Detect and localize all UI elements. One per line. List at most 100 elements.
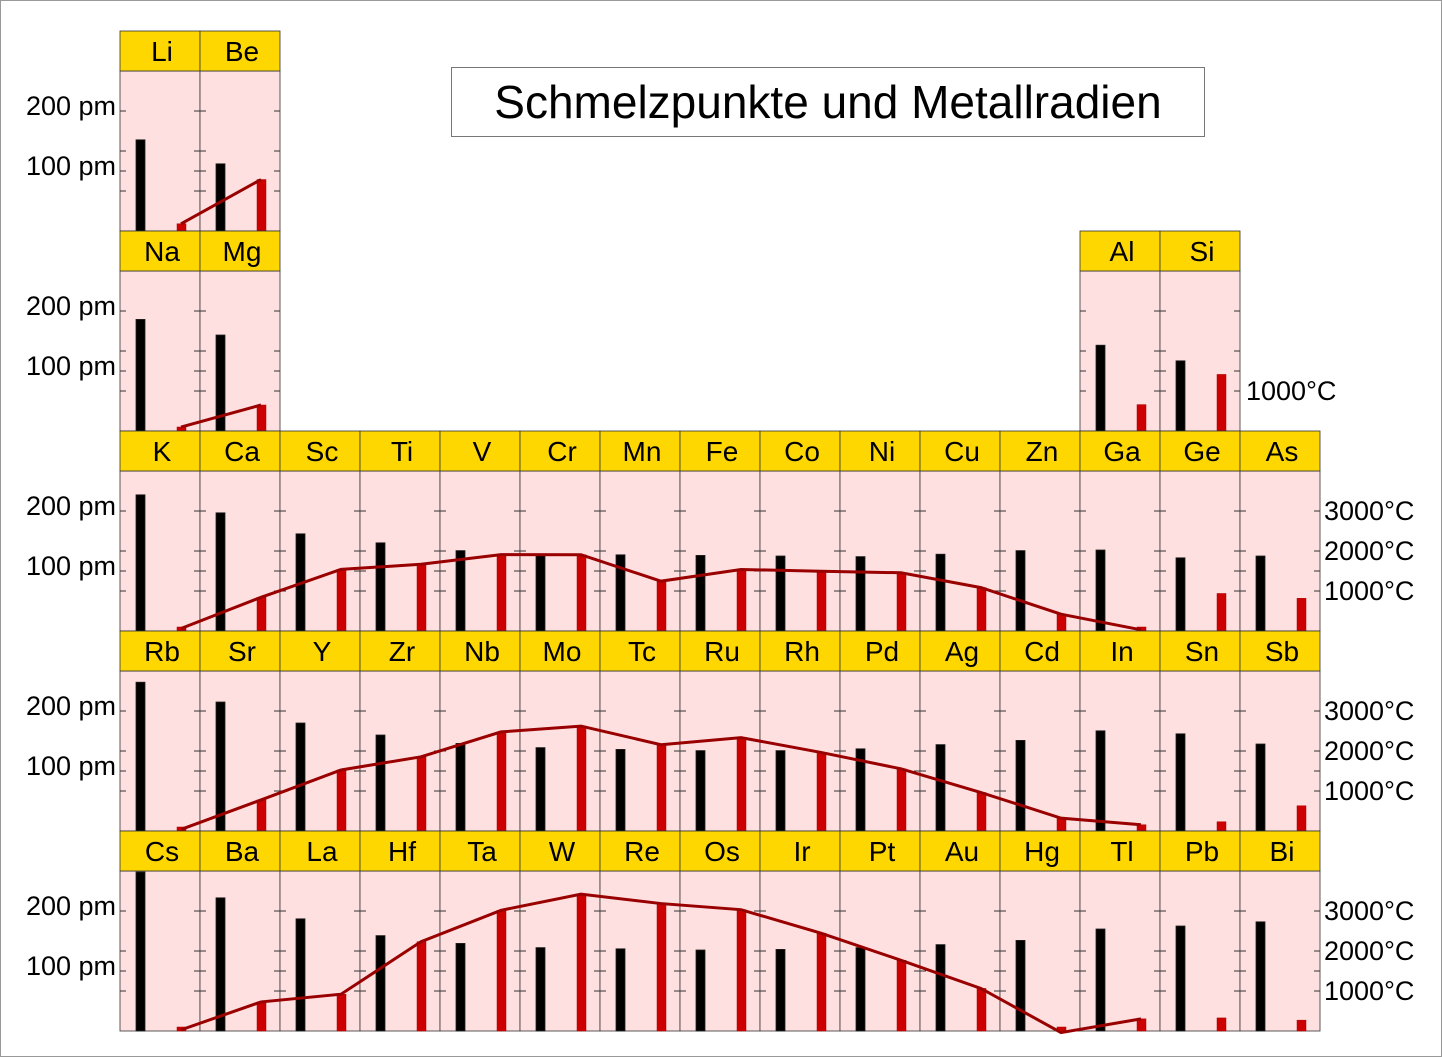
element-cell-body bbox=[279, 870, 361, 1032]
radius-bar-V bbox=[455, 550, 466, 632]
melting-bar-Ru bbox=[736, 737, 747, 832]
element-header bbox=[519, 630, 601, 672]
element-header bbox=[1079, 830, 1161, 872]
element-header bbox=[199, 230, 281, 272]
radius-axis-label: 100 pm bbox=[26, 951, 116, 981]
element-header bbox=[839, 630, 921, 672]
element-header bbox=[119, 30, 201, 72]
radius-bar-Si bbox=[1175, 360, 1186, 432]
melting-bar-Ca bbox=[256, 597, 267, 632]
radius-bar-Zn bbox=[1015, 550, 1026, 632]
melting-bar-Fe bbox=[736, 569, 747, 632]
element-cell-body bbox=[119, 870, 201, 1032]
temp-axis-label: 1000°C bbox=[1246, 376, 1336, 406]
element-symbol: Ir bbox=[793, 836, 810, 867]
element-cell-body bbox=[919, 470, 1001, 632]
element-cell-body bbox=[759, 470, 841, 632]
temp-axis-label: 2000°C bbox=[1324, 736, 1414, 766]
melting-bar-Ni bbox=[896, 572, 907, 632]
element-symbol: Li bbox=[151, 36, 173, 67]
radius-bar-Sr bbox=[215, 701, 226, 832]
radius-bar-W bbox=[535, 947, 546, 1032]
radius-bar-Ba bbox=[215, 897, 226, 1032]
element-cell-body bbox=[199, 870, 281, 1032]
melting-bar-Pd bbox=[896, 768, 907, 832]
radius-bar-Ti bbox=[375, 542, 386, 632]
radius-bar-La bbox=[295, 918, 306, 1032]
element-symbol: Cs bbox=[145, 836, 179, 867]
element-cell-body bbox=[119, 670, 201, 832]
element-cell-body bbox=[839, 870, 921, 1032]
element-symbol: K bbox=[153, 436, 172, 467]
element-header bbox=[1159, 830, 1241, 872]
element-symbol: Hg bbox=[1024, 836, 1060, 867]
element-symbol: Pb bbox=[1185, 836, 1219, 867]
chart-title: Schmelzpunkte und Metallradien bbox=[451, 67, 1205, 137]
radius-bar-Co bbox=[775, 555, 786, 632]
melting-bar-Mn bbox=[656, 580, 667, 632]
element-cell-body bbox=[1159, 870, 1241, 1032]
element-symbol: In bbox=[1110, 636, 1133, 667]
melting-bar-Ir bbox=[816, 932, 827, 1032]
melting-bar-Cu bbox=[976, 587, 987, 632]
element-cell-body bbox=[119, 270, 201, 432]
element-header bbox=[119, 230, 201, 272]
element-cell-body bbox=[1239, 470, 1321, 632]
melting-bar-Sb bbox=[1296, 805, 1307, 832]
element-cell-body bbox=[919, 870, 1001, 1032]
element-symbol: Mn bbox=[623, 436, 662, 467]
radius-bar-Au bbox=[935, 944, 946, 1032]
element-header bbox=[599, 830, 681, 872]
element-header bbox=[359, 630, 441, 672]
element-symbol: Tc bbox=[628, 636, 656, 667]
element-header bbox=[759, 430, 841, 472]
melting-bar-Cd bbox=[1056, 817, 1067, 832]
element-symbol: Mo bbox=[543, 636, 582, 667]
element-header bbox=[1079, 430, 1161, 472]
element-symbol: Ni bbox=[869, 436, 895, 467]
melting-bar-Rh bbox=[816, 752, 827, 832]
element-header bbox=[1159, 630, 1241, 672]
melting-bar-Zn bbox=[1056, 613, 1067, 632]
element-symbol: Au bbox=[945, 836, 979, 867]
element-cell-body bbox=[999, 870, 1081, 1032]
melting-bar-Re bbox=[656, 903, 667, 1032]
element-cell-body bbox=[1159, 670, 1241, 832]
element-header bbox=[1159, 230, 1241, 272]
element-cell-body bbox=[279, 470, 361, 632]
melting-bar-W bbox=[576, 893, 587, 1032]
melting-bar-Ag bbox=[976, 792, 987, 832]
radius-bar-Hf bbox=[375, 935, 386, 1032]
melting-bar-As bbox=[1296, 598, 1307, 632]
melting-bar-Sn bbox=[1216, 821, 1227, 832]
element-cell-body bbox=[599, 870, 681, 1032]
radius-bar-Ga bbox=[1095, 549, 1106, 632]
element-cell-body bbox=[759, 670, 841, 832]
element-header bbox=[1239, 430, 1321, 472]
element-symbol: Os bbox=[704, 836, 740, 867]
element-header bbox=[439, 430, 521, 472]
element-symbol: Zr bbox=[389, 636, 415, 667]
melting-bar-Co bbox=[816, 570, 827, 632]
temp-axis-label: 1000°C bbox=[1324, 776, 1414, 806]
element-symbol: Ta bbox=[467, 836, 497, 867]
temp-axis-label: 3000°C bbox=[1324, 696, 1414, 726]
element-symbol: Tl bbox=[1110, 836, 1133, 867]
element-cell-body bbox=[1239, 870, 1321, 1032]
radius-axis-label: 200 pm bbox=[26, 691, 116, 721]
radius-bar-As bbox=[1255, 555, 1266, 632]
radius-bar-Fe bbox=[695, 555, 706, 632]
melting-bar-Cr bbox=[576, 554, 587, 632]
element-cell-body bbox=[839, 470, 921, 632]
temp-axis-label: 1000°C bbox=[1324, 976, 1414, 1006]
radius-bar-Rh bbox=[775, 750, 786, 832]
melting-bar-Sr bbox=[256, 799, 267, 832]
radius-bar-Ni bbox=[855, 556, 866, 632]
melting-bar-Al bbox=[1136, 404, 1147, 432]
radius-bar-Mo bbox=[535, 747, 546, 832]
element-cell-body bbox=[839, 670, 921, 832]
element-symbol: W bbox=[549, 836, 576, 867]
element-header bbox=[599, 630, 681, 672]
element-header bbox=[599, 430, 681, 472]
